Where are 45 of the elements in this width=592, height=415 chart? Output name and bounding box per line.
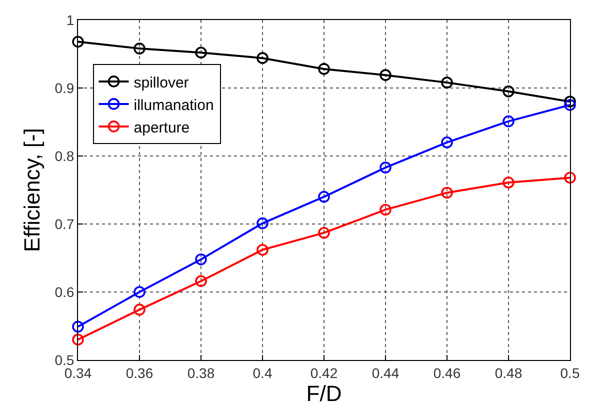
point (502, 86, 514, 98)
y-tick-label: 0.6 (54, 284, 74, 300)
x-tick-label: 0.4 (252, 364, 272, 381)
point (256, 52, 268, 64)
point (72, 334, 84, 346)
point (380, 162, 392, 174)
point (256, 217, 268, 230)
y-axis-title: Efficiency, [-] (20, 128, 45, 252)
point (195, 46, 207, 59)
legend-label: spillover (134, 74, 189, 92)
x-tick-label: 0.48 (494, 364, 522, 381)
x-tick-label: 0.36 (126, 364, 154, 381)
point (564, 99, 576, 111)
y-tick-label: 0.7 (54, 216, 74, 232)
x-tick-label: 0.5 (560, 364, 580, 381)
point (134, 42, 146, 54)
point (318, 63, 330, 75)
point (502, 115, 514, 128)
x-tick-label: 0.46 (433, 364, 461, 381)
legend-label: illumanation (134, 96, 214, 114)
y-tick-label: 0.9 (54, 80, 74, 96)
x-axis-title: F/D (306, 380, 342, 406)
point (441, 136, 453, 148)
point (380, 69, 392, 81)
point (502, 176, 514, 188)
point (318, 226, 330, 239)
x-tick-label: 0.38 (187, 364, 215, 381)
point (564, 172, 576, 184)
y-tick-label: 0.8 (54, 148, 74, 164)
point (134, 304, 146, 316)
point (318, 190, 330, 203)
point (195, 253, 207, 266)
point (441, 186, 453, 199)
point (564, 96, 576, 108)
point (256, 244, 268, 256)
legend-label: aperture (134, 119, 190, 136)
point (195, 275, 207, 288)
x-tick-label: 0.44 (372, 364, 400, 381)
point (380, 204, 392, 216)
point (72, 36, 84, 48)
point (72, 320, 84, 333)
y-tick-label: 1 (66, 12, 74, 28)
point (134, 286, 146, 298)
point (441, 76, 453, 88)
x-tick-label: 0.42 (310, 364, 338, 381)
